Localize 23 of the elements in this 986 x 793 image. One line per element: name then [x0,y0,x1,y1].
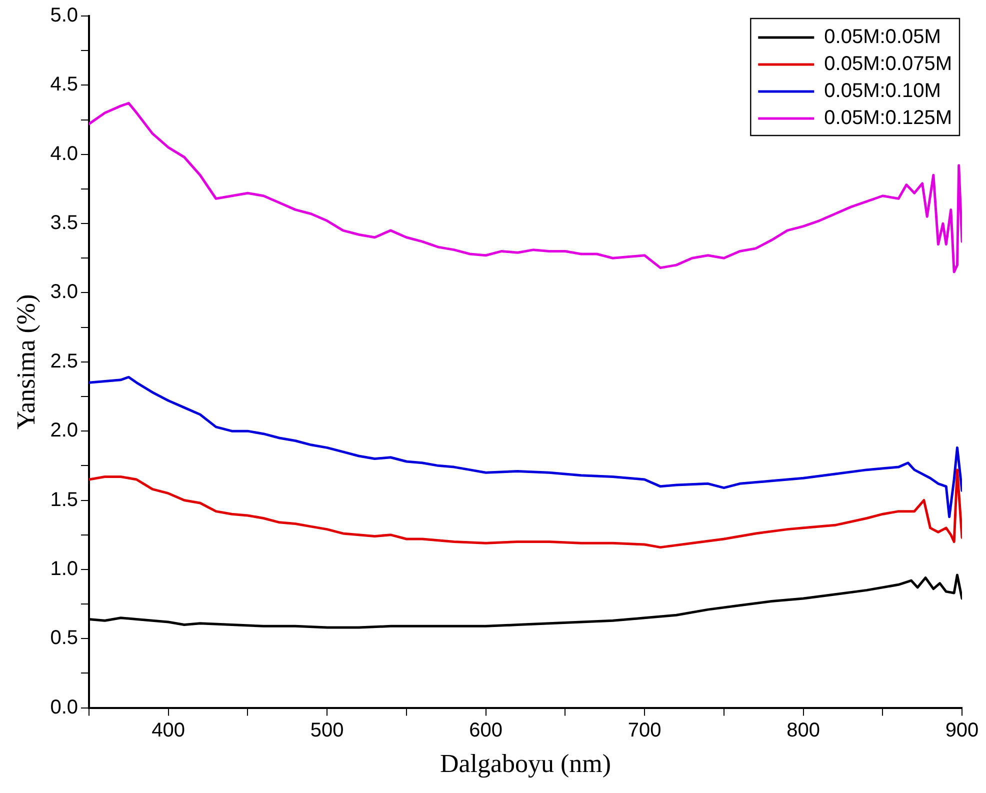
x-tick-label: 500 [310,719,344,742]
y-tick-label: 0.5 [50,627,78,650]
x-tick-label: 700 [628,719,662,742]
x-tick-label: 900 [945,719,979,742]
y-tick-label: 1.5 [50,488,78,511]
x-tick-label: 400 [152,719,186,742]
y-axis-title: Yansima (%) [11,294,40,430]
legend-label: 0.05M:0.125M [824,107,952,130]
legend-label: 0.05M:0.10M [824,80,941,102]
legend-label: 0.05M:0.05M [824,26,941,48]
y-tick-label: 5.0 [50,4,78,27]
y-tick-label: 3.0 [50,281,78,304]
y-tick-label: 3.5 [50,212,78,234]
legend-label: 0.05M:0.075M [824,53,952,76]
y-tick-label: 2.5 [50,350,78,372]
x-tick-label: 800 [786,719,820,742]
x-tick-label: 600 [469,719,503,742]
y-tick-label: 4.5 [50,74,78,96]
y-tick-label: 0.0 [50,696,78,718]
y-tick-label: 4.0 [50,142,78,165]
y-tick-label: 2.0 [50,420,78,442]
y-tick-label: 1.0 [50,558,78,580]
x-axis-title: Dalgaboyu (nm) [440,749,612,778]
